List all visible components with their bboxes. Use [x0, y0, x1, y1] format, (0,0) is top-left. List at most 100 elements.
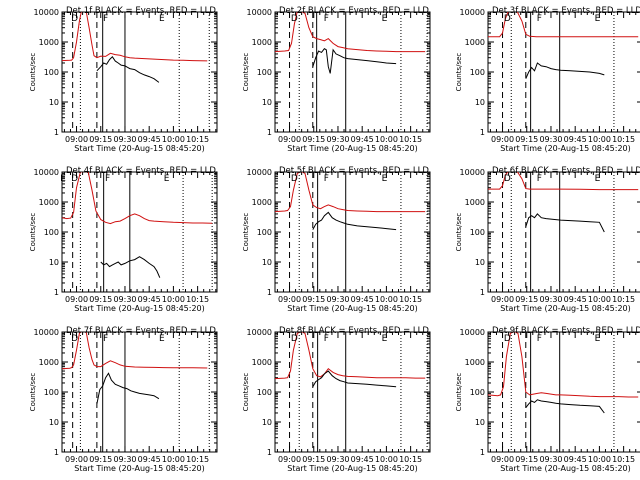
region-label: F: [324, 174, 329, 184]
y-tick-label: 10: [475, 98, 485, 107]
y-tick-label: 1000: [465, 358, 485, 367]
y-tick-label: 10000: [34, 8, 59, 17]
y-tick-label: 10000: [34, 168, 59, 177]
y-tick-label: 10: [49, 418, 59, 427]
x-tick-label: 10:00: [162, 135, 185, 144]
y-axis-label: Counts/sec: [242, 373, 250, 412]
x-tick-label: 09:15: [515, 135, 538, 144]
lld-series-line: [275, 172, 426, 213]
events-series-line: [312, 211, 397, 231]
x-tick-label: 10:15: [612, 295, 635, 304]
lld-series-line: [62, 332, 208, 370]
x-tick-label: 09:30: [113, 295, 136, 304]
x-tick-label: 10:00: [375, 295, 398, 304]
y-tick-label: 10000: [247, 328, 272, 337]
events-series-line: [96, 56, 160, 83]
y-tick-label: 10: [475, 418, 485, 427]
x-tick-label: 09:00: [278, 455, 301, 464]
y-tick-label: 1000: [39, 358, 59, 367]
region-label: D: [504, 174, 511, 184]
x-tick-label: 09:15: [515, 295, 538, 304]
x-tick-label: 10:00: [588, 295, 611, 304]
panel-1: 1 10 100 1000 10000 09:00 09:15 09:30 09:45 10:00…: [29, 6, 218, 153]
y-tick-label: 100: [257, 228, 272, 237]
panel-title: Det 3f BLACK = Events, RED = LLD: [492, 6, 640, 16]
x-axis-label: Start Time (20-Aug-15 08:45:20): [74, 144, 205, 153]
x-tick-label: 10:15: [186, 135, 209, 144]
x-tick-label: 09:30: [113, 455, 136, 464]
region-label: D: [71, 174, 78, 184]
region-label: D: [71, 14, 78, 24]
x-tick-label: 09:45: [564, 295, 587, 304]
x-tick-label: 09:00: [491, 455, 514, 464]
plot-frame: [274, 331, 431, 453]
panel-title: Det 7f BLACK = Events, RED = LLD: [66, 326, 216, 336]
panel-title: Det 1f BLACK = Events, RED = LLD: [66, 6, 216, 16]
x-tick-label: 09:30: [326, 295, 349, 304]
lld-series-line: [275, 332, 426, 380]
region-label: F: [103, 14, 108, 24]
region-label: F: [537, 174, 542, 184]
x-tick-label: 09:15: [302, 135, 325, 144]
x-tick-label: 09:45: [564, 455, 587, 464]
x-axis-label: Start Time (20-Aug-15 08:45:20): [500, 304, 631, 313]
y-tick-label: 100: [44, 68, 59, 77]
y-tick-label: 1: [267, 288, 272, 297]
panel-9: 1 10 100 1000 10000 09:00 09:15 09:30 09:45 10:00…: [455, 326, 640, 473]
x-tick-label: 10:00: [588, 455, 611, 464]
y-tick-label: 10: [49, 98, 59, 107]
x-tick-label: 09:15: [89, 135, 112, 144]
region-label: F: [324, 14, 329, 24]
y-tick-label: 10: [262, 98, 272, 107]
x-tick-label: 09:30: [539, 135, 562, 144]
y-tick-label: 1000: [252, 38, 272, 47]
region-label: D: [504, 14, 511, 24]
x-tick-label: 09:00: [491, 135, 514, 144]
x-tick-label: 10:00: [375, 135, 398, 144]
x-tick-label: 09:00: [65, 295, 88, 304]
y-axis-label: Counts/sec: [242, 53, 250, 92]
region-label: E: [595, 334, 601, 344]
panel-7: 1 10 100 1000 10000 09:00 09:15 09:30 09:45 10:00…: [29, 326, 218, 473]
x-tick-label: 09:15: [89, 455, 112, 464]
region-label: D: [504, 334, 511, 344]
y-axis-label: Counts/sec: [242, 213, 250, 252]
y-tick-label: 10000: [460, 8, 485, 17]
x-axis-label: Start Time (20-Aug-15 08:45:20): [500, 144, 631, 153]
region-label: E: [159, 334, 165, 344]
y-tick-label: 1: [480, 288, 485, 297]
x-tick-label: 09:45: [351, 295, 374, 304]
y-tick-label: 1: [54, 448, 59, 457]
plot-frame: [61, 11, 218, 133]
y-tick-label: 100: [470, 228, 485, 237]
y-axis-label: Counts/sec: [29, 373, 37, 412]
y-tick-label: 1: [54, 288, 59, 297]
y-tick-label: 1000: [252, 358, 272, 367]
lld-series-line: [488, 172, 639, 191]
region-label: F: [103, 334, 108, 344]
y-axis-label: Counts/sec: [455, 213, 463, 252]
events-series-line: [312, 48, 397, 74]
lld-series-line: [62, 172, 213, 225]
y-tick-label: 10000: [247, 8, 272, 17]
y-tick-label: 10000: [460, 328, 485, 337]
region-label: F: [324, 334, 329, 344]
x-tick-label: 09:15: [515, 455, 538, 464]
y-tick-label: 100: [470, 388, 485, 397]
x-axis-label: Start Time (20-Aug-15 08:45:20): [287, 144, 418, 153]
panel-8: 1 10 100 1000 10000 09:00 09:15 09:30 09:45 10:00…: [242, 326, 431, 473]
y-tick-label: 10: [262, 258, 272, 267]
y-tick-label: 100: [257, 388, 272, 397]
x-tick-label: 09:45: [351, 455, 374, 464]
region-label: E: [382, 334, 388, 344]
y-tick-label: 1: [267, 128, 272, 137]
plot-frame: [61, 331, 218, 453]
region-label: D: [291, 174, 298, 184]
y-tick-label: 100: [44, 388, 59, 397]
x-tick-label: 09:00: [278, 295, 301, 304]
y-tick-label: 100: [44, 228, 59, 237]
x-tick-label: 09:00: [278, 135, 301, 144]
region-label: F: [537, 334, 542, 344]
x-tick-label: 09:00: [491, 295, 514, 304]
